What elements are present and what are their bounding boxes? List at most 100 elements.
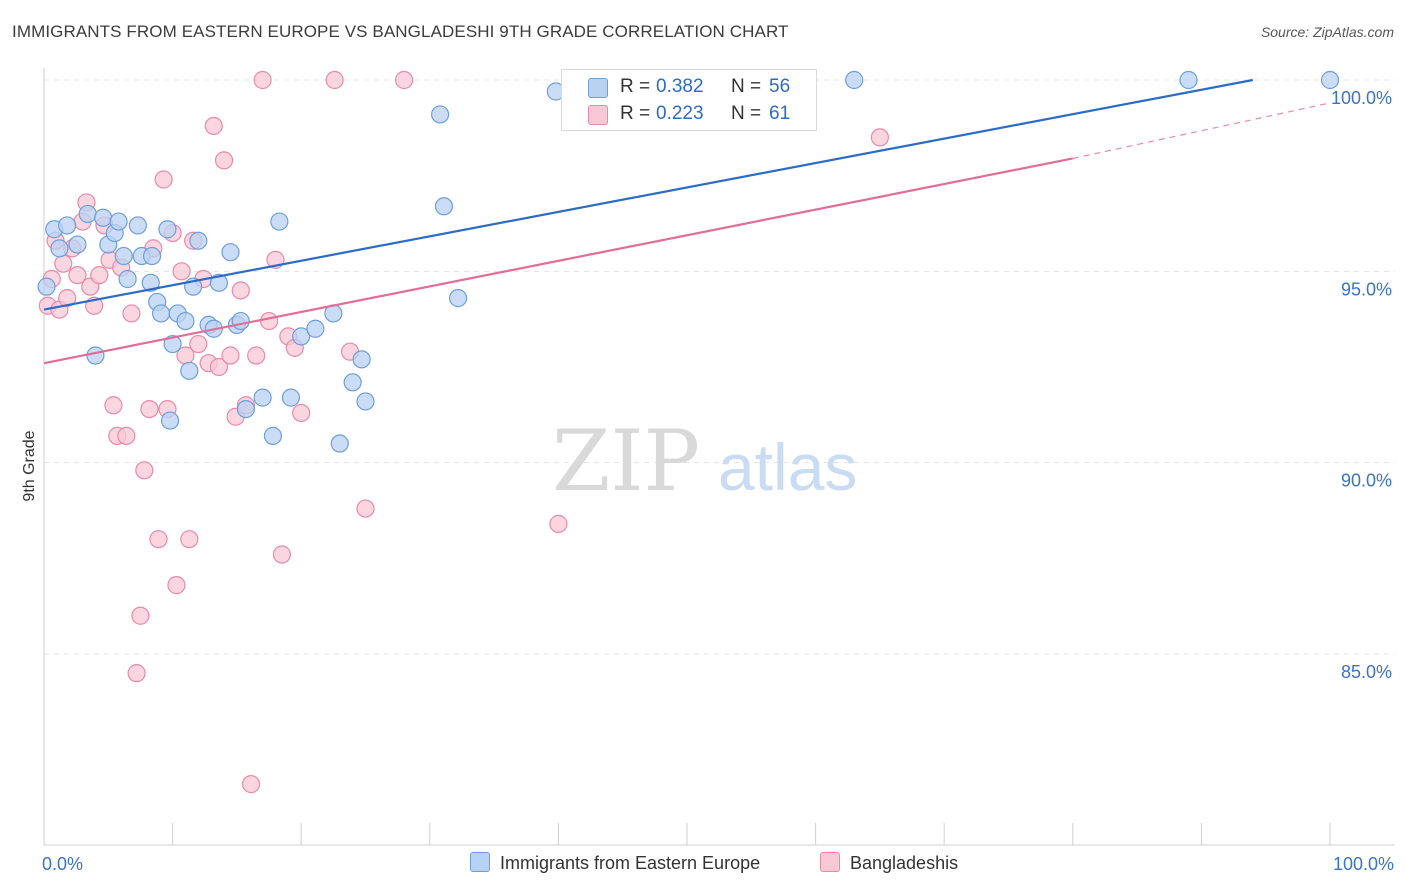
data-point (292, 327, 311, 346)
data-point (394, 70, 414, 90)
pink-swatch (588, 105, 608, 125)
data-point (231, 281, 250, 300)
y-axis-label: 9th Grade (21, 430, 38, 501)
data-point (114, 246, 133, 266)
data-point (117, 426, 136, 445)
data-point (209, 273, 228, 292)
source-credit: Source: ZipAtlas.com (1260, 24, 1394, 40)
data-point (54, 254, 73, 273)
r-value: 0.382 (656, 76, 704, 97)
data-point (140, 399, 159, 419)
data-point (128, 216, 147, 235)
data-point (135, 461, 154, 480)
trend-lines (43, 78, 1331, 365)
data-point (325, 70, 344, 90)
data-point (180, 361, 199, 380)
n-label: N = (731, 76, 762, 97)
data-point (253, 388, 272, 407)
data-point (845, 70, 864, 90)
data-point (231, 311, 250, 331)
watermark-atlas: atlas (718, 430, 857, 504)
data-point (241, 775, 261, 794)
blue-swatch (588, 78, 608, 98)
data-point (172, 262, 191, 281)
data-point (180, 530, 199, 549)
data-point (58, 216, 77, 235)
r-label: R = (620, 76, 651, 97)
data-point (247, 346, 266, 365)
watermark-zip: ZIP (552, 412, 700, 510)
data-point (127, 664, 146, 683)
data-point (86, 346, 105, 365)
trend-line-eastern-europe (43, 78, 1254, 311)
data-point (236, 399, 256, 419)
x-tick-label: 100.0% (1333, 854, 1394, 874)
data-point (870, 128, 890, 147)
axes (43, 68, 1395, 846)
gridlines (44, 79, 1395, 655)
data-point (68, 235, 87, 254)
data-point (221, 243, 240, 262)
trend-line-bangladeshis (43, 157, 1074, 365)
data-point (1320, 70, 1340, 90)
data-point (259, 311, 279, 331)
data-point (78, 204, 97, 224)
y-tick-label: 90.0% (1341, 471, 1392, 491)
x-tick-label: 0.0% (42, 854, 83, 874)
blue-swatch (470, 852, 490, 872)
data-point (118, 269, 137, 289)
data-point (122, 304, 141, 323)
data-point (330, 434, 349, 453)
data-point (204, 116, 223, 136)
data-point (58, 289, 77, 308)
data-point (189, 231, 208, 250)
data-point (90, 266, 109, 285)
data-point (94, 208, 113, 227)
data-point (167, 576, 186, 595)
data-point (448, 289, 468, 308)
data-point (149, 530, 168, 549)
y-tick-label: 100.0% (1331, 88, 1392, 108)
data-point (141, 273, 160, 292)
data-point (189, 334, 208, 354)
data-point (356, 499, 375, 518)
data-point (154, 170, 173, 189)
legend-item-bangladeshis: Bangladeshis (820, 852, 958, 874)
r-value: 0.223 (656, 103, 704, 124)
data-point (221, 346, 240, 365)
stats-row-bangladeshis: R = 0.223 N = 61 (562, 101, 816, 127)
data-point (272, 545, 292, 564)
data-point (142, 246, 162, 266)
data-point (263, 426, 283, 445)
legend-item-eastern-europe: Immigrants from Eastern Europe (470, 852, 760, 874)
tick-labels: 100.0% 95.0% 90.0% 85.0% 0.0% 100.0% (42, 88, 1394, 874)
data-point (104, 396, 123, 415)
data-point (214, 151, 234, 170)
trend-line-bangladeshis-extension (1072, 102, 1331, 160)
data-point (209, 357, 228, 377)
data-point (50, 239, 69, 258)
data-point (306, 319, 325, 338)
r-label: R = (620, 103, 651, 124)
legend-label: Immigrants from Eastern Europe (500, 853, 761, 873)
data-point (434, 197, 454, 216)
stats-legend: R = 0.382 N = 56 R = 0.223 N = 61 (561, 69, 817, 131)
data-point (68, 266, 87, 285)
data-point (163, 334, 182, 354)
legend-label: Bangladeshis (850, 853, 959, 873)
n-value: 56 (769, 76, 791, 97)
data-point (343, 373, 362, 392)
chart-title: IMMIGRANTS FROM EASTERN EUROPE VS BANGLA… (12, 22, 789, 41)
n-value: 61 (769, 103, 791, 124)
data-point (352, 350, 371, 369)
data-point (270, 212, 289, 231)
data-point (1179, 70, 1198, 90)
data-point (109, 212, 128, 231)
data-point (160, 411, 180, 430)
data-point (176, 311, 195, 331)
data-point (549, 514, 568, 533)
data-point (131, 606, 150, 625)
y-tick-label: 95.0% (1341, 279, 1392, 299)
stats-row-eastern-europe: R = 0.382 N = 56 (562, 74, 816, 100)
